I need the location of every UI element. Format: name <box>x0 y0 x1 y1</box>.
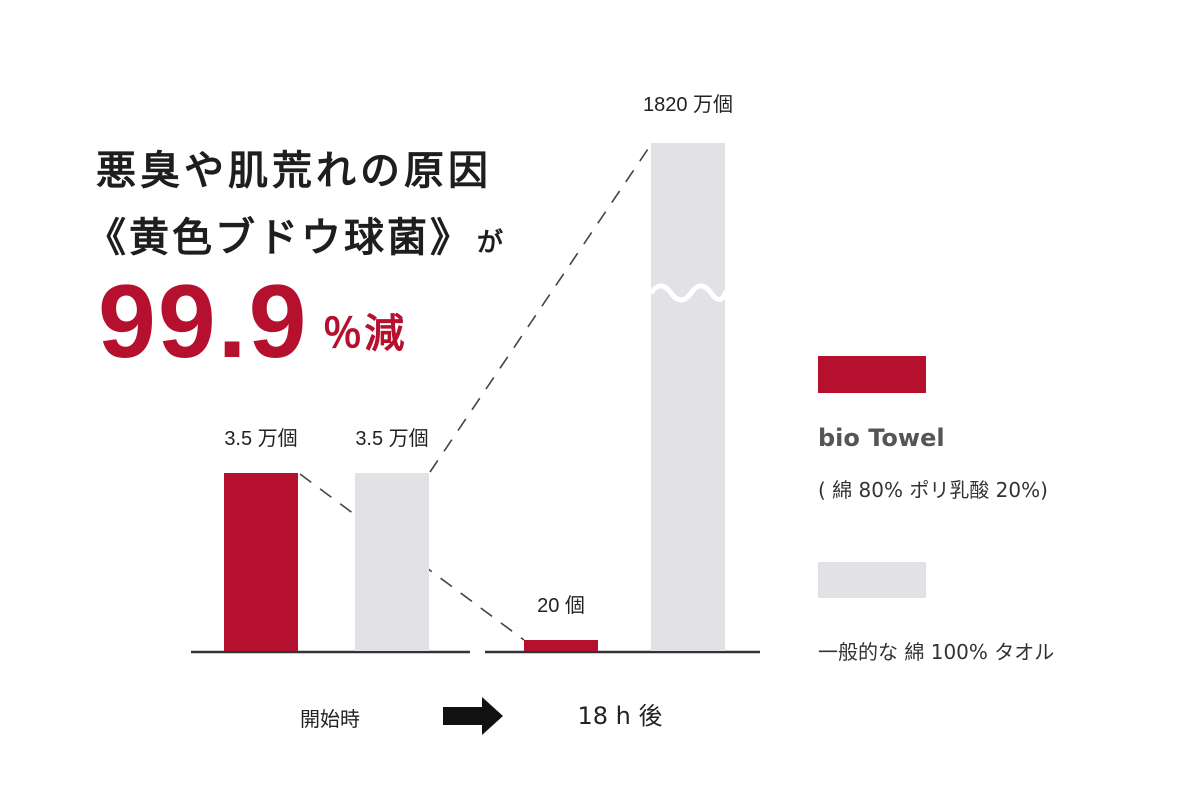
headline-particle: が <box>477 228 504 258</box>
reduction-headline: 99.9 ％減 <box>98 262 406 394</box>
headline-line1: 悪臭や肌荒れの原因 <box>96 148 492 194</box>
right-arrow-icon <box>443 697 503 735</box>
value-label-start-cotton-towel: 3.5 万個 <box>355 427 428 450</box>
connector-cotton-towel <box>429 142 653 473</box>
legend-note-bio-towel: ( 綿 80% ポリ乳酸 20%) <box>818 478 1048 502</box>
bar-after-bio-towel <box>524 640 598 651</box>
legend-label-cotton-towel: 一般的な 綿 100% タオル <box>818 640 1055 664</box>
headline-bacteria-name: 《黄色ブドウ球菌》 <box>86 215 473 261</box>
bar-start-cotton-towel <box>355 473 429 651</box>
headline-line2: 《黄色ブドウ球菌》が <box>86 205 503 263</box>
legend-swatch-cotton-towel <box>818 562 926 598</box>
connector-bio-towel <box>299 473 525 641</box>
legend-label-bio-towel: bio Towel <box>818 424 945 452</box>
legend-swatch-bio-towel <box>818 356 926 393</box>
group-label-start: 開始時 <box>300 707 360 731</box>
bar-after-cotton-towel <box>651 143 725 651</box>
axis-break-wave <box>648 283 729 303</box>
value-label-after-bio-towel: 20 個 <box>537 594 585 617</box>
bar-start-bio-towel <box>224 473 298 651</box>
value-label-after-cotton-towel: 1820 万個 <box>643 93 733 116</box>
reduction-unit: ％減 <box>322 312 407 356</box>
group-label-after: 18 h 後 <box>577 702 662 730</box>
reduction-value: 99.9 <box>98 264 309 380</box>
value-label-start-bio-towel: 3.5 万個 <box>224 427 297 450</box>
